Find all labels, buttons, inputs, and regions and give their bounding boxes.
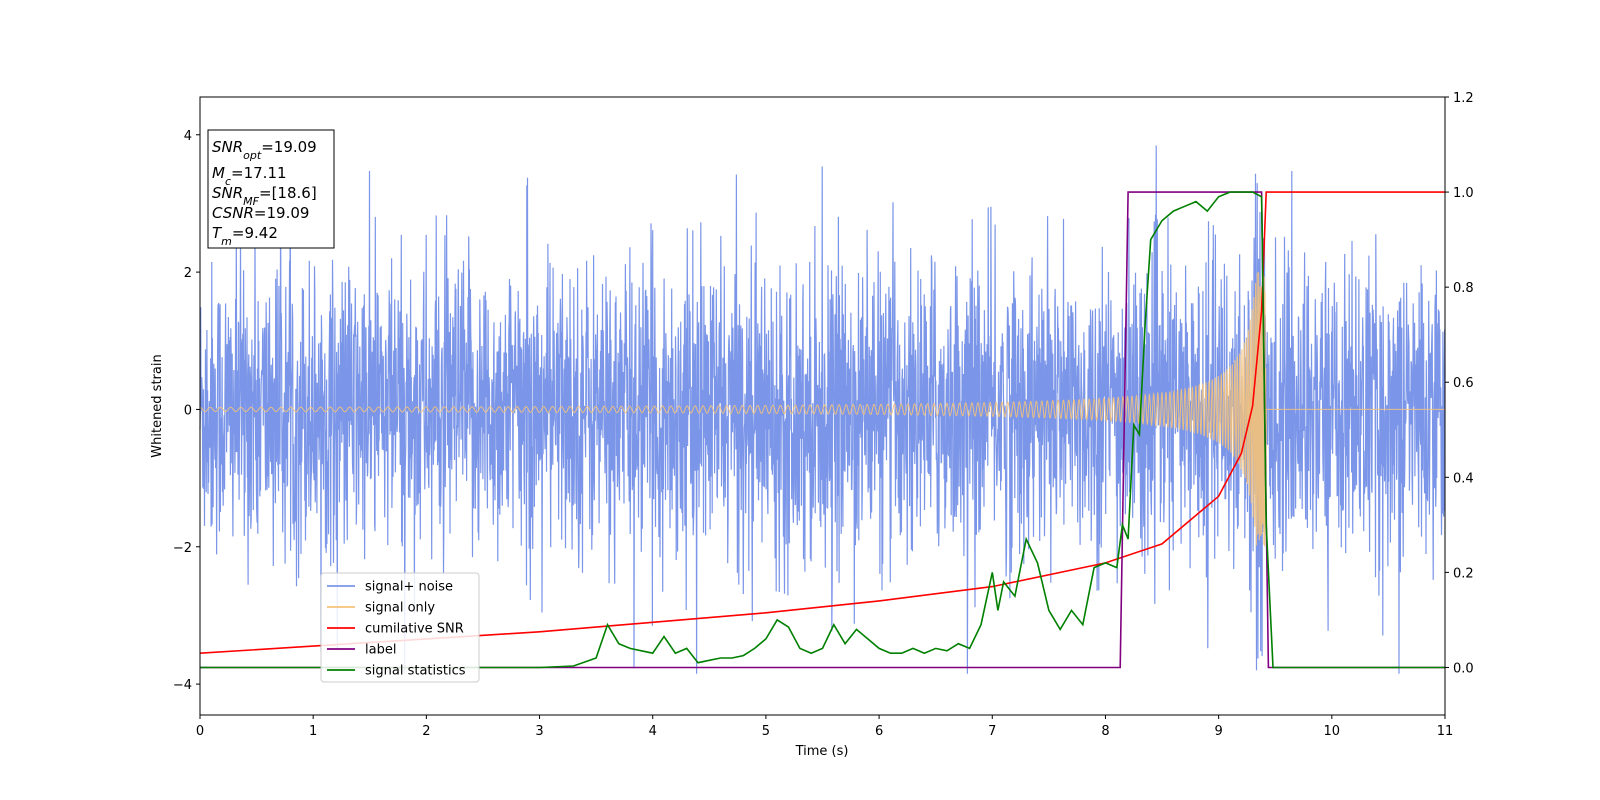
legend-cumulative-snr-label: cumilative SNR <box>365 622 464 637</box>
x-tick-label: 10 <box>1324 724 1341 739</box>
y2-tick-label: 1.0 <box>1453 186 1474 201</box>
info-csnr-value: 19.09 <box>267 204 310 222</box>
legend-frame <box>320 572 480 683</box>
y2-tick-label: 0.2 <box>1453 566 1474 581</box>
info-tm-value: 9.42 <box>244 224 277 242</box>
y2-tick-label: 0.4 <box>1453 471 1474 486</box>
y-tick-label: 0 <box>184 403 192 418</box>
x-tick-label: 5 <box>762 724 770 739</box>
x-tick-label: 3 <box>535 724 543 739</box>
legend-signal-only-label: signal only <box>365 601 435 616</box>
legend-label-label: label <box>365 643 396 658</box>
info-snr-opt: SNRopt=19.09 <box>212 138 317 162</box>
info-box: SNRopt=19.09 Mc=17.11 SNRMF=[18.6] CSNR=… <box>207 129 335 249</box>
x-tick-label: 9 <box>1214 724 1222 739</box>
y2-tick-label: 0.6 <box>1453 376 1474 391</box>
x-tick-label: 11 <box>1437 724 1454 739</box>
info-csnr: CSNR=19.09 <box>212 204 309 222</box>
y2-tick-label: 0.8 <box>1453 281 1474 296</box>
legend: signal+ noise signal only cumilative SNR la… <box>320 572 480 683</box>
y-tick-label: 2 <box>184 266 192 281</box>
y2-tick-label: 1.2 <box>1453 91 1474 106</box>
x-tick-label: 2 <box>422 724 430 739</box>
y-axis-right: 1.2 1.0 0.8 0.6 0.4 0.2 0.0 <box>1445 91 1474 676</box>
x-axis: 0 1 2 3 4 5 6 7 8 9 10 11 <box>196 715 1453 739</box>
info-snr-mf: SNRMF=[18.6] <box>212 184 317 208</box>
series-signal-only-line <box>199 272 1445 547</box>
y-tick-label: 4 <box>184 129 192 144</box>
info-mc: Mc=17.11 <box>212 164 287 188</box>
y-axis-label: Whitened strain <box>150 354 165 457</box>
x-tick-label: 6 <box>875 724 883 739</box>
series-signal-statistics-line <box>200 191 1445 669</box>
legend-signal-plus-noise-label: signal+ noise <box>365 580 453 595</box>
y-tick-label: −2 <box>173 541 192 556</box>
legend-signal-statistics-label: signal statistics <box>365 664 466 679</box>
info-snr-opt-value: 19.09 <box>274 138 317 156</box>
info-snr-mf-value: [18.6] <box>272 184 317 202</box>
series-layer <box>199 132 1446 674</box>
x-tick-label: 7 <box>988 724 996 739</box>
y2-tick-label: 0.0 <box>1453 661 1474 676</box>
x-axis-label: Time (s) <box>795 744 849 759</box>
info-box-frame <box>207 129 335 249</box>
x-tick-label: 0 <box>196 724 204 739</box>
series-cumulative-snr-line <box>199 191 1445 654</box>
y-axis-left: 4 2 0 −2 −4 <box>173 129 200 693</box>
y-tick-label: −4 <box>173 678 192 693</box>
x-tick-label: 8 <box>1101 724 1109 739</box>
x-tick-label: 1 <box>309 724 317 739</box>
x-tick-label: 4 <box>649 724 657 739</box>
info-mc-value: 17.11 <box>244 164 287 182</box>
plot-frame <box>199 96 1446 716</box>
